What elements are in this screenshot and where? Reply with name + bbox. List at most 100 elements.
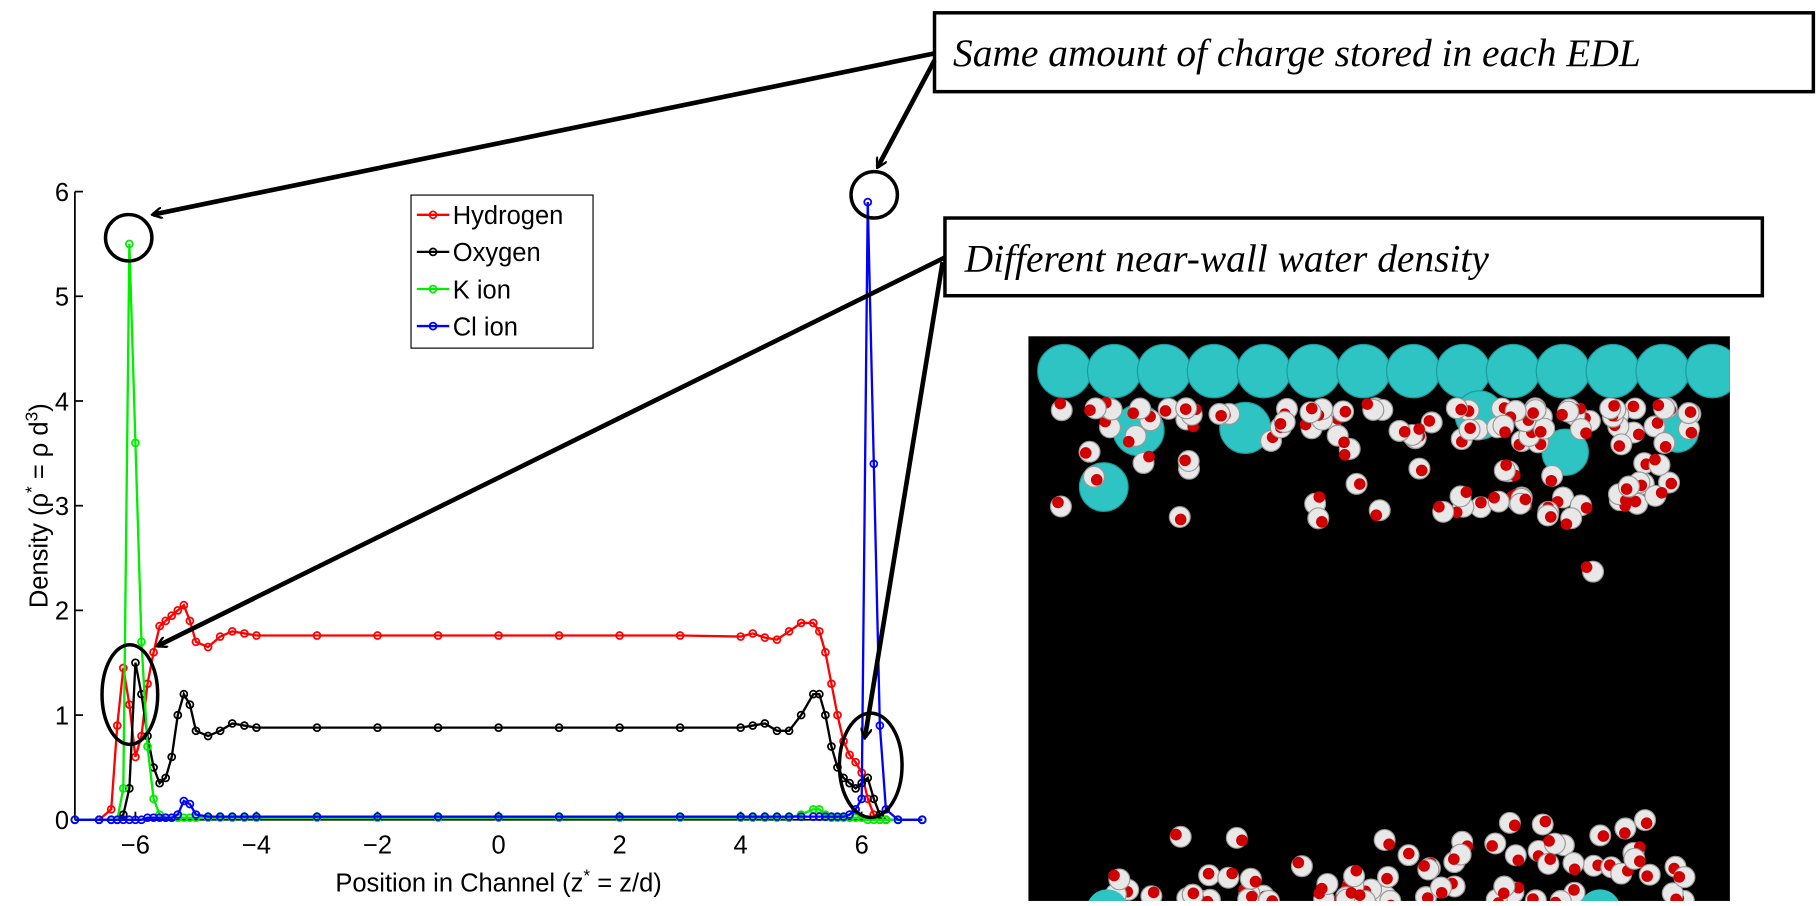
y-tick-label: 5: [55, 284, 69, 312]
y-tick-label: 2: [55, 598, 69, 626]
x-tick-label: −2: [363, 831, 392, 859]
wall-atom: [1337, 344, 1390, 397]
water-o: [1540, 816, 1552, 828]
water-o: [1123, 436, 1135, 448]
y-axis-label-part: *: [22, 486, 42, 493]
water-o: [1399, 426, 1411, 438]
water-o: [1674, 871, 1686, 883]
water-o: [1598, 830, 1610, 842]
water-o: [1108, 870, 1120, 882]
x-tick-label: −6: [121, 831, 150, 859]
water-o: [1656, 487, 1668, 499]
water-o: [1160, 405, 1172, 417]
water-o: [1634, 855, 1646, 867]
water-o: [1436, 887, 1448, 899]
annotation: Same amount of charge stored in each EDL: [953, 31, 1641, 75]
wall-atom: [1137, 344, 1190, 397]
water-o: [1448, 853, 1460, 865]
water-o: [1354, 889, 1366, 901]
water-o: [1170, 829, 1182, 841]
water-o: [1568, 884, 1580, 896]
water-o: [1226, 868, 1238, 880]
water-o: [1354, 478, 1366, 490]
water-o: [1464, 422, 1476, 434]
water-o: [1581, 561, 1593, 573]
y-tick-label: 1: [55, 702, 69, 730]
water-o: [1649, 454, 1661, 466]
water-o: [1084, 404, 1096, 416]
y-axis-label-part: Density (ρ: [26, 493, 54, 608]
x-axis-label: Position in Channel (z* = z/d): [335, 866, 661, 898]
x-tick-label: −4: [242, 831, 271, 859]
water-o: [1461, 486, 1473, 498]
water-o: [1641, 817, 1653, 829]
water-o: [1641, 870, 1653, 882]
water-o: [1306, 403, 1318, 415]
water-o: [1433, 501, 1445, 513]
x-tick-label: 2: [613, 831, 627, 859]
wall-atom: [1387, 344, 1440, 397]
highlight-ellipse: [102, 645, 158, 745]
water-o: [1581, 502, 1593, 514]
wall-atom: [1437, 344, 1490, 397]
y-tick-label: 3: [55, 493, 69, 521]
annotation: Different near-wall water density: [964, 236, 1490, 280]
water-o: [1633, 429, 1645, 441]
water-o: [1619, 827, 1631, 839]
wall-atom: [1287, 344, 1340, 397]
water-o: [1543, 835, 1555, 847]
x-tick-label: 4: [734, 831, 748, 859]
water-o: [1520, 494, 1532, 506]
water-o: [1148, 887, 1160, 899]
water-o: [1488, 492, 1500, 504]
highlight-circle: [851, 172, 897, 218]
water-o: [1556, 409, 1568, 421]
wall-atom: [1187, 344, 1240, 397]
water-o: [1455, 404, 1467, 416]
water-o: [1512, 855, 1524, 867]
legend-label: Hydrogen: [453, 202, 564, 230]
x-tick-label: 0: [491, 831, 505, 859]
water-o: [1545, 475, 1557, 487]
arrow: [153, 53, 934, 214]
water-o: [1621, 483, 1633, 495]
wall-atom: [1088, 344, 1141, 397]
water-o: [1569, 864, 1581, 876]
water-o: [1545, 511, 1557, 523]
x-axis-label-part: = z/d): [590, 870, 662, 898]
figure: 0123456−6−4−20246Position in Channel (z*…: [0, 0, 1818, 901]
water-o: [1413, 423, 1425, 435]
water-o: [1370, 509, 1382, 521]
y-axis-label-part: ): [26, 403, 54, 411]
water-o: [1475, 497, 1487, 509]
water-o: [1250, 876, 1262, 888]
water-o: [1653, 399, 1665, 411]
wall-atom: [1586, 344, 1639, 397]
y-axis-label-part: 3: [22, 412, 42, 422]
y-tick-label: 4: [55, 388, 69, 416]
legend-label: K ion: [453, 276, 511, 304]
wall-atom: [1486, 344, 1539, 397]
water-o: [1685, 406, 1697, 418]
x-tick-label: 6: [855, 831, 869, 859]
wall-atom: [1038, 344, 1091, 397]
water-o: [1527, 407, 1539, 419]
water-o: [1628, 401, 1640, 413]
legend-label: Oxygen: [453, 239, 541, 267]
water-o: [1535, 426, 1547, 438]
water-o: [1127, 407, 1139, 419]
y-axis-label: Density (ρ* = ρ d3): [22, 403, 54, 608]
water-o: [1416, 465, 1428, 477]
water-o: [1080, 447, 1092, 459]
y-tick-label: 0: [55, 807, 69, 835]
water-o: [1188, 888, 1200, 900]
series-line: [75, 663, 922, 820]
wall-atom: [1237, 344, 1290, 397]
y-tick-label: 6: [55, 179, 69, 207]
water-o: [1236, 835, 1248, 847]
water-o: [1500, 459, 1512, 471]
x-axis-label-part: Position in Channel (z: [335, 870, 583, 898]
legend-label: Cl ion: [453, 313, 518, 341]
water-o: [1275, 418, 1287, 430]
water-o: [1180, 403, 1192, 415]
